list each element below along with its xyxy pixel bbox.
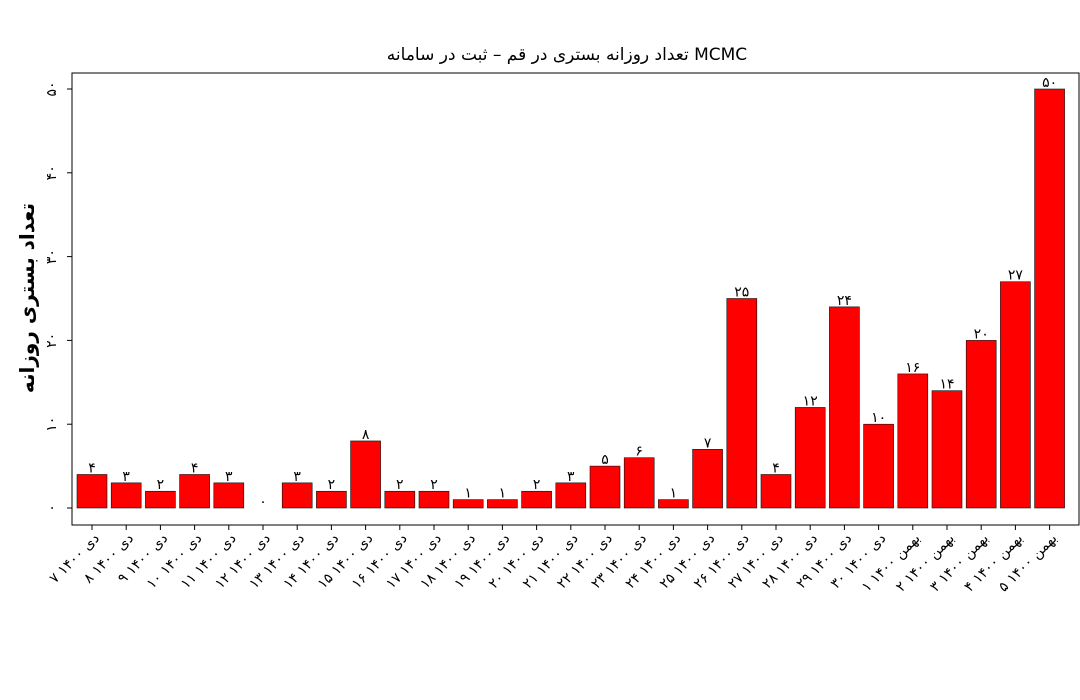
bar — [213, 482, 245, 509]
bar-value-label: ۲۵ — [734, 285, 749, 301]
bar-value-label: ۱ — [499, 486, 507, 502]
bar-value-label: ۴ — [772, 460, 780, 476]
bar-value-label: ۴ — [191, 460, 199, 476]
bar — [316, 490, 347, 509]
bar — [931, 390, 963, 509]
bar — [521, 490, 552, 509]
bar-value-label: ۲ — [430, 477, 438, 493]
y-tick-label: ۱۰ — [44, 417, 60, 432]
bar — [76, 474, 108, 509]
bar-value-label: ۷ — [704, 435, 712, 451]
bar-value-label: ۱ — [464, 486, 472, 502]
bar-value-label: ۲ — [157, 477, 165, 493]
y-tick-label: ۴۰ — [44, 165, 60, 180]
bar-value-label: ۵ — [601, 452, 609, 468]
y-tick-label: ۵۰ — [44, 81, 60, 96]
bar-value-label: ۱۴ — [939, 377, 954, 393]
bar — [1034, 88, 1065, 509]
bar — [110, 482, 142, 509]
bar-value-label: ۲ — [328, 477, 336, 493]
plot-area-frame — [71, 72, 1080, 526]
bar — [829, 306, 860, 509]
bar — [350, 440, 381, 509]
bar — [418, 490, 450, 509]
y-tick-label: ۰ — [44, 504, 60, 512]
bar — [487, 499, 518, 509]
bar-value-label: ۸ — [362, 427, 370, 443]
bar — [1000, 281, 1031, 509]
bar-value-label: ۲ — [533, 477, 541, 493]
bar-value-label: ۱ — [670, 486, 678, 502]
bar-value-label: ۱۶ — [905, 360, 920, 376]
bar-value-label: ۱۰ — [871, 410, 886, 426]
bar — [555, 482, 587, 509]
bar-value-label: ۲۴ — [837, 293, 852, 309]
bar — [623, 457, 655, 509]
bar-value-label: ۵۰ — [1042, 75, 1057, 91]
bar — [794, 407, 826, 509]
bar — [692, 449, 723, 509]
bar — [384, 490, 416, 509]
bar — [897, 373, 929, 509]
y-axis: ۰ ۱۰ ۲۰ ۳۰ ۴۰ ۵۰ — [44, 81, 72, 512]
bar — [281, 482, 313, 509]
y-axis-label: تعداد بستری روزانه — [15, 203, 39, 393]
bar — [658, 499, 689, 509]
bar — [589, 465, 621, 509]
bar-value-label: ۱۲ — [803, 393, 818, 409]
bar-value-label: ۳ — [567, 469, 575, 485]
y-tick-label: ۲۰ — [44, 333, 60, 348]
bar-value-label: ۳ — [293, 469, 301, 485]
bar — [760, 474, 792, 509]
bar — [145, 490, 176, 509]
bar-value-label: ۶ — [635, 444, 643, 460]
bar-value-label: ۳ — [225, 469, 233, 485]
bar-value-label: ۳ — [122, 469, 130, 485]
bar — [863, 423, 894, 509]
bar-value-label: ۴ — [88, 460, 96, 476]
bar-value-label: ۲ — [396, 477, 404, 493]
bar-value-label: ۲۷ — [1008, 268, 1024, 284]
bar-value-label: ۰ — [259, 494, 267, 510]
bar — [726, 298, 758, 509]
bar — [965, 340, 997, 509]
bar — [452, 499, 484, 509]
bar-value-label: ۲۰ — [974, 326, 989, 342]
y-tick-label: ۳۰ — [44, 249, 60, 264]
chart-title: تعداد روزانه بستری در قم – ثبت در سامانه… — [387, 45, 747, 65]
bar — [179, 474, 210, 509]
